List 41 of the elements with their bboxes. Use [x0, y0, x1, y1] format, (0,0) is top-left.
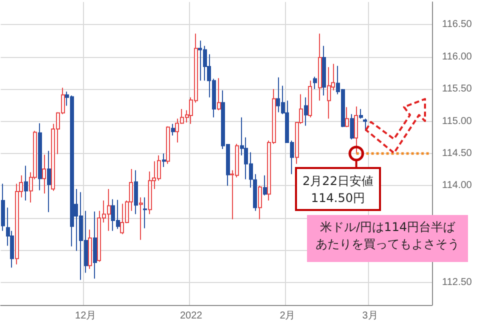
y-tick-label: 116.50 — [442, 19, 472, 30]
x-tick-label: 3月 — [362, 310, 378, 322]
candlestick — [263, 174, 267, 196]
candlestick — [322, 45, 326, 96]
candlestick — [134, 170, 138, 215]
y-tick-label: 115.50 — [442, 84, 472, 95]
candlestick — [24, 165, 28, 202]
annotation: 2月22日安値 114.50円 — [302, 173, 374, 207]
candlestick — [363, 118, 367, 132]
candlestick — [359, 108, 363, 120]
annotation: あたりを買ってもよさそう — [314, 236, 460, 253]
x-tick-label: 2022 — [180, 310, 203, 322]
candlestick — [162, 153, 166, 168]
candlestick — [258, 185, 262, 220]
candlestick — [88, 229, 92, 270]
candlestick — [313, 76, 317, 90]
candlestick — [143, 196, 147, 229]
candlestick — [42, 154, 46, 194]
y-tick-label: 114.00 — [442, 180, 472, 192]
x-tick-label: 12月 — [75, 310, 96, 322]
candlestick — [318, 33, 322, 102]
y-tick-label: 114.50 — [442, 148, 472, 159]
candlestick — [304, 96, 308, 126]
candlestick — [38, 122, 42, 191]
candlestick — [93, 211, 97, 280]
candlestick — [166, 126, 170, 164]
candlestick — [171, 123, 175, 136]
annotation: 米ドル/円は114円台半ば — [319, 219, 456, 236]
candlestick — [217, 78, 221, 111]
candlestick — [1, 183, 5, 232]
x-tick-label: 2月 — [280, 310, 296, 322]
candlestick — [354, 106, 358, 154]
candlestick — [47, 150, 51, 213]
candlestick — [350, 114, 354, 140]
y-tick-label: 112.50 — [442, 276, 472, 288]
candlestick — [308, 80, 312, 118]
candlestick — [345, 106, 349, 128]
y-tick-label: 116.00 — [442, 51, 472, 62]
candlestick — [139, 196, 143, 240]
y-tick-label: 115.00 — [442, 116, 472, 127]
candlestick — [327, 66, 331, 120]
